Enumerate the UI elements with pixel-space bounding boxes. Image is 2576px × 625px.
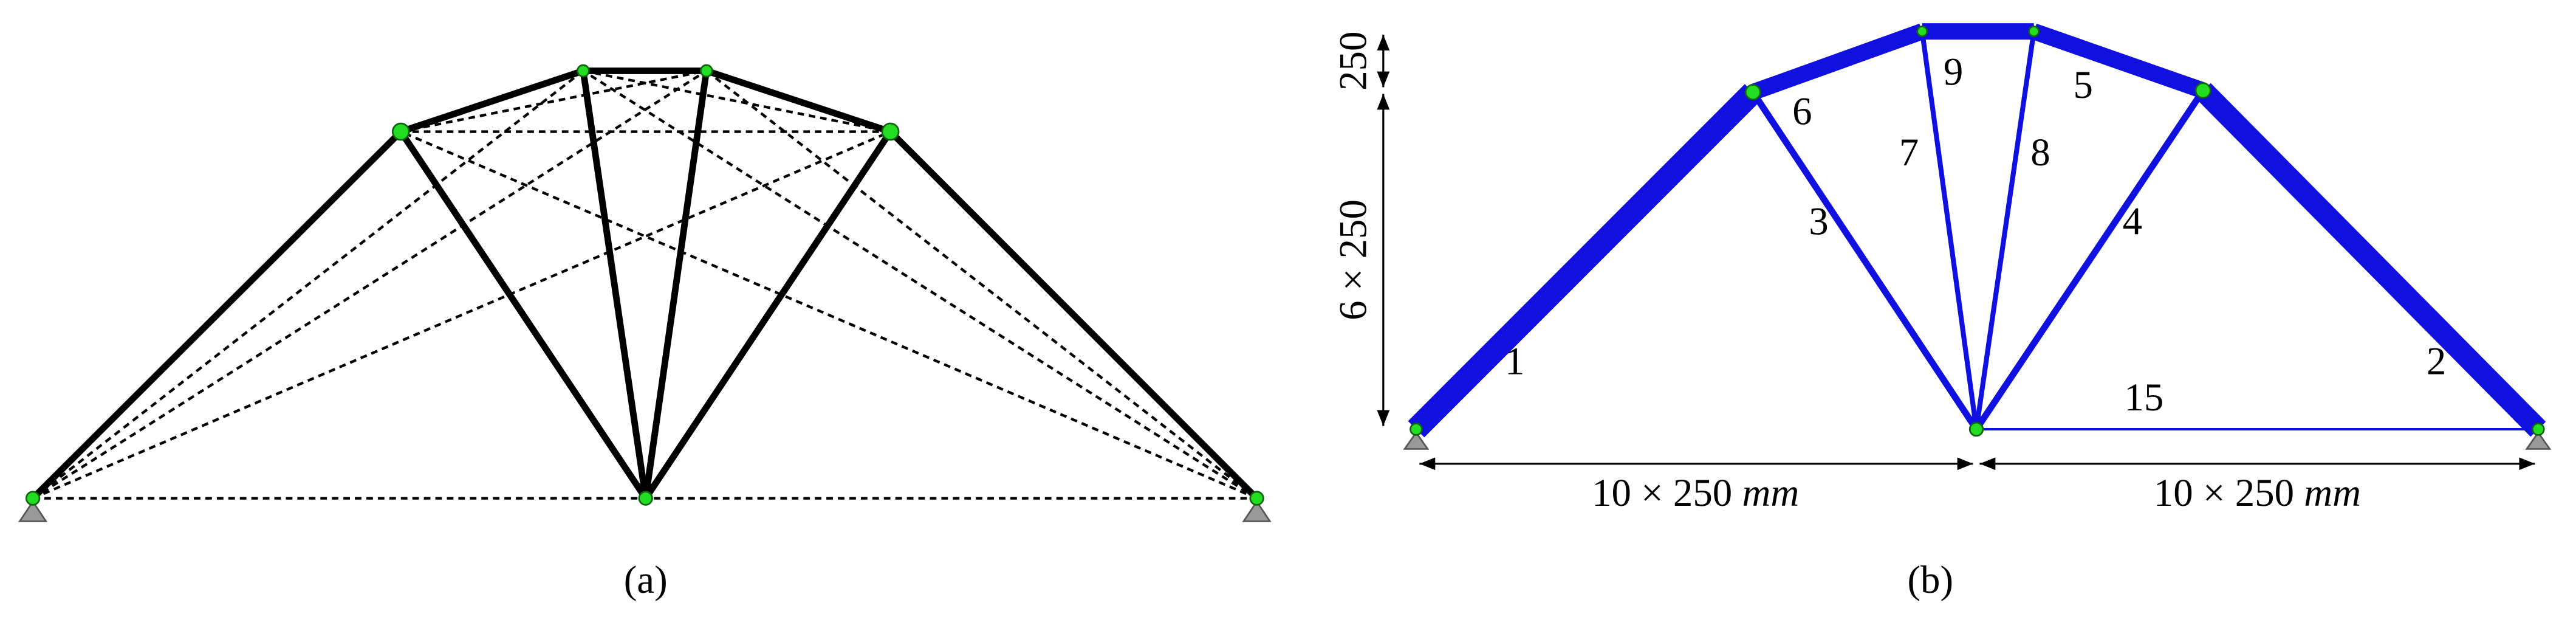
dimension-label: 10 × 250 mm (1592, 471, 1799, 515)
dimension-label: 6 × 250 (1331, 199, 1375, 320)
member-label: 4 (2123, 200, 2142, 244)
member-label: 1 (1505, 339, 1524, 383)
member-label: 8 (2030, 131, 2050, 174)
member-label: 3 (1809, 200, 1828, 244)
member-label: 9 (1944, 50, 1963, 94)
caption: (b) (1907, 558, 1953, 602)
dimension-unit: mm (1742, 471, 1799, 515)
dimension-label: 10 × 250 mm (2154, 471, 2361, 515)
dimensions: 250 6 × 250 10 × 250 mm 10 × 250 mm (1331, 32, 2535, 515)
dimension-unit: mm (2304, 471, 2361, 515)
dimension-label: 250 (1331, 32, 1375, 91)
member-label: 5 (2074, 63, 2093, 107)
member-label: 6 (1792, 89, 1812, 133)
member-labels: 1 2 3 4 5 6 7 8 9 15 (1505, 50, 2446, 420)
member-label: 7 (1899, 131, 1919, 174)
caption: (a) (624, 558, 668, 602)
dimension-value: 10 × 250 (1592, 471, 1732, 515)
dimension-value: 10 × 250 (2154, 471, 2294, 515)
optimized-truss (1403, 23, 2552, 450)
ground-structure (18, 64, 1272, 522)
member-label: 2 (2427, 339, 2446, 383)
member-label: 15 (2124, 376, 2163, 420)
